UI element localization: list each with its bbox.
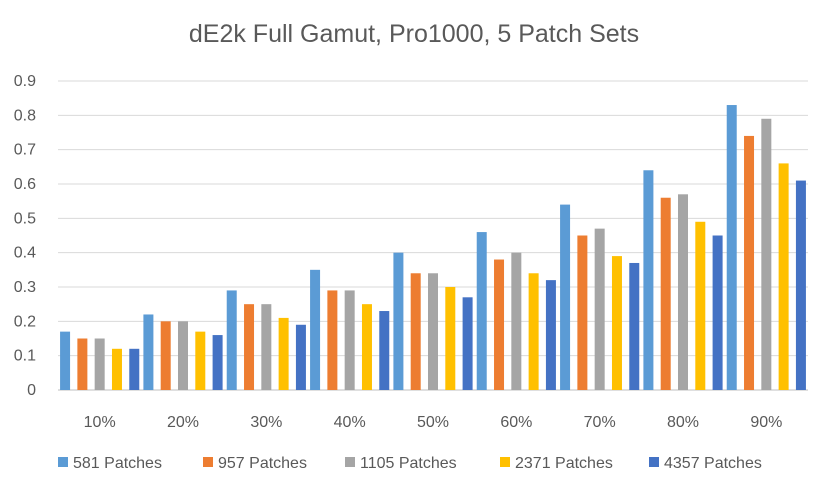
bar — [77, 338, 88, 390]
bar — [594, 228, 605, 390]
bar — [129, 348, 140, 390]
bar — [428, 273, 438, 390]
bar — [278, 317, 289, 390]
x-axis-ticks: 10% 20% 30% 40% 50% 60% 70% 80% 90% — [84, 414, 783, 431]
y-tick-label: 0.1 — [14, 348, 36, 365]
x-tick-label: 50% — [417, 414, 449, 431]
y-tick-label: 0.8 — [14, 107, 36, 124]
y-tick-label: 0.5 — [14, 210, 36, 227]
bar — [111, 348, 122, 390]
bar — [528, 273, 539, 390]
bar — [744, 135, 755, 390]
legend-label: 581 Patches — [73, 455, 162, 472]
chart-title: dE2k Full Gamut, Pro1000, 5 Patch Sets — [189, 20, 639, 48]
bar — [611, 256, 622, 390]
y-tick-label: 0.6 — [14, 176, 36, 193]
bars — [60, 105, 806, 391]
bar — [476, 232, 487, 390]
y-tick-label: 0.7 — [14, 142, 36, 159]
bar — [643, 170, 654, 390]
legend-label: 1105 Patches — [360, 455, 457, 472]
bar — [410, 273, 421, 390]
y-tick-label: 0.2 — [14, 313, 36, 330]
bar — [327, 290, 338, 390]
bar — [462, 297, 473, 390]
legend-label: 2371 Patches — [515, 455, 613, 472]
bar — [244, 304, 255, 390]
bar — [261, 304, 272, 390]
bar — [361, 304, 372, 390]
x-tick-label: 60% — [500, 414, 532, 431]
bar — [695, 221, 706, 390]
bar — [393, 252, 404, 390]
x-tick-label: 80% — [667, 414, 699, 431]
legend-label: 4357 Patches — [664, 455, 762, 472]
legend-swatch — [500, 457, 510, 467]
bar — [678, 194, 688, 390]
bar — [560, 204, 571, 390]
legend: 581 Patches 957 Patches 1105 Patches 2371 P… — [58, 455, 762, 472]
bar — [94, 338, 105, 390]
x-tick-label: 30% — [250, 414, 282, 431]
bar — [511, 252, 522, 390]
bar — [178, 321, 188, 390]
bar — [295, 324, 306, 390]
bar — [629, 262, 640, 390]
bar — [577, 235, 588, 390]
x-tick-label: 70% — [584, 414, 616, 431]
x-tick-label: 20% — [167, 414, 199, 431]
bar — [494, 259, 505, 390]
bar — [60, 331, 71, 390]
legend-swatch — [58, 457, 68, 467]
y-tick-label: 0.3 — [14, 279, 36, 296]
x-tick-label: 90% — [750, 414, 782, 431]
bar — [226, 290, 237, 390]
y-axis-ticks: 0 0.1 0.2 0.3 0.4 0.5 0.6 0.7 0.8 0.9 — [14, 73, 36, 399]
bar — [445, 287, 456, 390]
x-tick-label: 40% — [334, 414, 366, 431]
bar — [310, 269, 321, 390]
bar — [212, 335, 223, 390]
legend-label: 957 Patches — [218, 455, 307, 472]
bar — [761, 118, 772, 391]
y-tick-label: 0.9 — [14, 73, 36, 90]
bar — [195, 331, 206, 390]
legend-swatch — [345, 457, 355, 467]
bar — [143, 314, 154, 390]
bar — [726, 105, 737, 390]
x-tick-label: 10% — [84, 414, 116, 431]
bar — [712, 235, 723, 390]
bar — [778, 163, 789, 390]
bar — [344, 290, 355, 390]
y-tick-label: 0.4 — [14, 245, 36, 262]
legend-swatch — [203, 457, 213, 467]
bar — [660, 197, 671, 390]
bar — [545, 280, 556, 390]
legend-swatch — [649, 457, 659, 467]
bar — [379, 311, 390, 390]
bar — [160, 321, 171, 390]
y-tick-label: 0 — [27, 382, 36, 399]
bar — [795, 180, 806, 390]
